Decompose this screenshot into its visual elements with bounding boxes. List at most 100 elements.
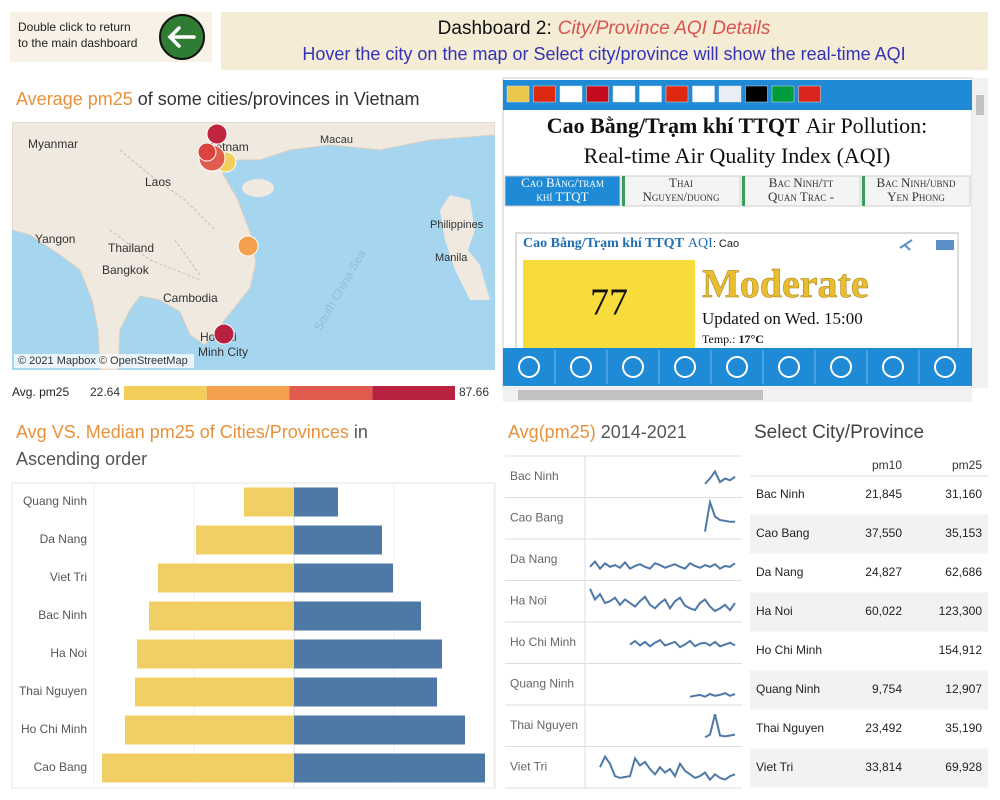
scrollbar[interactable] <box>972 78 988 388</box>
cell: 62,686 <box>945 565 982 579</box>
map-label: Philippines <box>430 219 484 231</box>
card-station: Cao Bằng/Trạm khí TTQT <box>523 236 685 251</box>
city-marker[interactable] <box>206 123 228 145</box>
bar <box>149 601 294 631</box>
row-name[interactable]: Thai Nguyen <box>756 721 824 735</box>
h-scroll-thumb[interactable] <box>518 390 763 400</box>
window-icon[interactable] <box>936 240 954 250</box>
share-icon[interactable] <box>899 239 913 251</box>
category-label: Ho Chi Minh <box>21 722 87 736</box>
flag[interactable] <box>612 85 636 103</box>
row-band <box>750 670 988 710</box>
legend-max: 87.66 <box>459 385 489 399</box>
tab-label[interactable]: Yen Phong <box>887 189 945 204</box>
widget-title-line2: Real-time Air Quality Index (AQI) <box>584 143 891 168</box>
row-name[interactable]: Cao Bang <box>756 526 809 540</box>
tab[interactable] <box>741 175 861 207</box>
toolbar-icon[interactable] <box>882 356 904 378</box>
toolbar-icon[interactable] <box>622 356 644 378</box>
row-label: Cao Bang <box>510 510 563 524</box>
bar <box>294 715 465 745</box>
category-label: Da Nang <box>40 532 87 546</box>
row-name[interactable]: Viet Tri <box>756 760 793 774</box>
tab[interactable] <box>504 175 621 207</box>
bar <box>294 563 393 593</box>
flag[interactable] <box>506 85 530 103</box>
back-arrow[interactable] <box>167 26 196 48</box>
title-box <box>221 12 988 70</box>
toolbar-icon[interactable] <box>778 356 800 378</box>
sparkline <box>689 692 736 698</box>
temp-value: 17°C <box>739 332 764 346</box>
flag[interactable] <box>771 85 795 103</box>
tab-label[interactable]: Bac Ninh/tt <box>769 175 834 190</box>
card-aqi-label: AQI <box>688 236 713 251</box>
row-name[interactable]: Quang Ninh <box>756 682 820 696</box>
row-band <box>750 748 988 788</box>
city-marker[interactable] <box>213 323 235 345</box>
row-label: Thai Nguyen <box>510 718 578 732</box>
flag[interactable] <box>559 85 583 103</box>
cell: 9,754 <box>872 682 902 696</box>
toolbar-icon[interactable] <box>830 356 852 378</box>
tab-label[interactable]: khí TTQT <box>536 189 588 204</box>
tab-label[interactable]: Nguyen/duong <box>643 189 720 204</box>
scroll-thumb[interactable] <box>976 95 984 115</box>
toolbar-icon[interactable] <box>674 356 696 378</box>
dashboard-title: Dashboard 2: City/Province AQI Details <box>438 18 771 39</box>
category-label: Ha Noi <box>50 646 87 660</box>
category-label: Bac Ninh <box>38 608 87 622</box>
butterfly-title-rest: in <box>354 422 368 442</box>
toolbar-icon[interactable] <box>934 356 956 378</box>
butterfly-frame <box>11 482 496 789</box>
tab-label[interactable]: Quan Trac - <box>768 189 834 204</box>
map[interactable]: Myanmar Vietnam Macau Laos Yangon Thaila… <box>12 122 495 370</box>
bar <box>196 525 294 555</box>
map-label: Yangon <box>35 232 75 246</box>
land <box>12 122 495 370</box>
tab-label[interactable]: Bac Ninh/ubnd <box>877 175 956 190</box>
flag[interactable] <box>745 85 768 103</box>
back-button-text[interactable]: to the main dashboard <box>18 36 137 50</box>
city-marker[interactable] <box>197 142 217 162</box>
flag[interactable] <box>639 85 662 103</box>
city-table[interactable]: pm10 pm25 Bac Ninh 21,845 31,160 Cao Bang 37,5… <box>750 458 988 788</box>
title-text: Dashboard 2: <box>438 18 552 39</box>
sparkline <box>704 713 736 739</box>
row-name[interactable]: Da Nang <box>756 565 803 579</box>
row-name[interactable]: Ho Chi Minh <box>756 643 822 657</box>
cell: 123,300 <box>939 604 983 618</box>
border <box>109 149 216 281</box>
toolbar-icon[interactable] <box>518 356 540 378</box>
tab-label[interactable]: Cao Bằng/trạm <box>521 175 604 190</box>
map-label: Myanmar <box>28 137 78 151</box>
spark-title-highlight: Avg(pm25) <box>508 422 596 442</box>
flag[interactable] <box>798 85 821 103</box>
aqi-value-box <box>523 260 695 352</box>
flag[interactable] <box>665 85 689 103</box>
flags[interactable] <box>506 85 821 103</box>
aqi-updated: Updated on Wed. 15:00 <box>702 309 863 328</box>
toolbar-icon[interactable] <box>726 356 748 378</box>
flag[interactable] <box>718 85 742 103</box>
flag[interactable] <box>586 85 609 103</box>
back-button-text[interactable]: Double click to return <box>18 20 131 34</box>
row-name[interactable]: Bac Ninh <box>756 487 805 501</box>
tab-label[interactable]: Thai <box>669 175 693 190</box>
flag[interactable] <box>692 85 715 103</box>
sparkline <box>704 498 735 532</box>
row-name[interactable]: Ha Noi <box>756 604 793 618</box>
map-label: Thailand <box>108 241 154 255</box>
category-label: Quang Ninh <box>23 494 87 508</box>
toolbar-icon[interactable] <box>570 356 592 378</box>
sparkline <box>704 469 736 485</box>
cell: 37,550 <box>865 526 902 540</box>
city-marker[interactable] <box>237 235 259 257</box>
map-label: Cambodia <box>163 291 218 305</box>
toolbar-icons[interactable] <box>518 350 956 384</box>
flag[interactable] <box>533 85 556 103</box>
map-label: Laos <box>145 175 171 189</box>
tab[interactable] <box>861 175 971 207</box>
